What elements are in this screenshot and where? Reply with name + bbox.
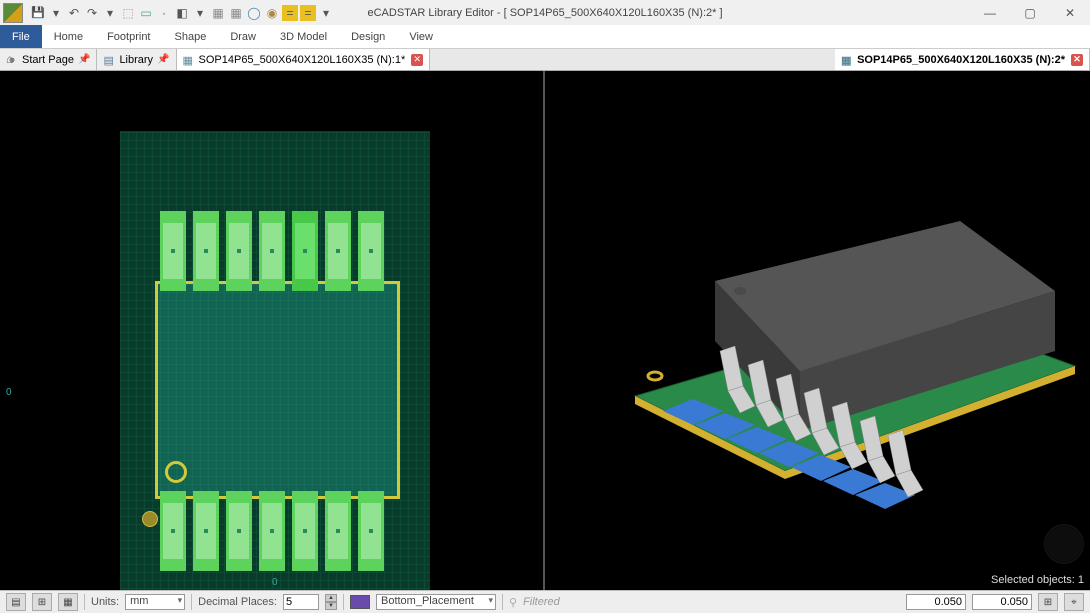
home-icon	[6, 54, 18, 66]
ic-3d-model	[625, 211, 1085, 551]
maximize-button[interactable]: ▢	[1010, 0, 1050, 25]
status-bar: ▤ ⊞ ▦ Units: mm Decimal Places: ▲▼ Botto…	[0, 590, 1090, 613]
decimal-places-label: Decimal Places:	[198, 596, 277, 608]
axis-y-label: 0	[6, 387, 12, 398]
status-btn-snap[interactable]: ⌖	[1064, 593, 1084, 611]
pad[interactable]	[325, 491, 351, 571]
box-tool-icon[interactable]	[138, 5, 154, 21]
menu-view[interactable]: View	[397, 25, 445, 48]
tab-close-icon[interactable]: ✕	[411, 54, 423, 66]
pad[interactable]	[259, 491, 285, 571]
status-btn-grid[interactable]: ⊞	[1038, 593, 1058, 611]
component-outline	[155, 281, 400, 499]
pin1-marker	[165, 461, 187, 483]
doc-icon	[841, 54, 853, 66]
pad[interactable]	[160, 491, 186, 571]
status-btn-1[interactable]: ▤	[6, 593, 26, 611]
coord-x-input[interactable]	[906, 594, 966, 610]
pad[interactable]	[193, 491, 219, 571]
pad[interactable]	[259, 211, 285, 291]
library-icon	[103, 54, 115, 66]
undo-icon[interactable]	[66, 5, 82, 21]
save-icon[interactable]	[30, 5, 46, 21]
doc-icon	[183, 54, 195, 66]
select-tool-icon[interactable]	[120, 5, 136, 21]
menu-shape[interactable]: Shape	[163, 25, 219, 48]
pads-bottom-row	[160, 491, 384, 571]
tab-close-icon[interactable]: ✕	[1071, 54, 1083, 66]
axis-x-label: 0	[272, 577, 278, 588]
view3d-tool-icon[interactable]	[264, 5, 280, 21]
menu-file[interactable]: File	[0, 25, 42, 48]
title-bar: ▾ ▾ ▾ = = ▾ eCADSTAR Library Editor - [ …	[0, 0, 1090, 25]
filtered-label: Filtered	[523, 596, 560, 608]
pad[interactable]	[358, 211, 384, 291]
workspace: 0 0	[0, 71, 1090, 590]
pad[interactable]	[358, 491, 384, 571]
pad[interactable]	[325, 211, 351, 291]
menu-footprint[interactable]: Footprint	[95, 25, 162, 48]
qat-more-icon[interactable]: ▾	[318, 5, 334, 21]
pad[interactable]	[226, 211, 252, 291]
layer2-icon[interactable]: =	[300, 5, 316, 21]
selected-objects-label: Selected objects: 1	[991, 574, 1084, 586]
pads-top-row	[160, 211, 384, 291]
redo-icon[interactable]	[84, 5, 100, 21]
grid-tool-icon[interactable]	[210, 5, 226, 21]
pad[interactable]	[226, 491, 252, 571]
pad[interactable]	[193, 211, 219, 291]
close-button[interactable]: ✕	[1050, 0, 1090, 25]
qat-dropdown-icon[interactable]: ▾	[48, 5, 64, 21]
units-combo[interactable]: mm	[125, 594, 185, 610]
filter-icon[interactable]: ⚲	[509, 596, 517, 609]
pad[interactable]	[160, 211, 186, 291]
qat-sep-icon: ▾	[102, 5, 118, 21]
shape-tool-icon[interactable]	[174, 5, 190, 21]
coord-y-input[interactable]	[972, 594, 1032, 610]
tab-label: SOP14P65_500X640X120L160X35 (N):2*	[857, 54, 1065, 66]
tab-doc2[interactable]: SOP14P65_500X640X120L160X35 (N):2* ✕	[835, 49, 1090, 70]
menu-3dmodel[interactable]: 3D Model	[268, 25, 339, 48]
window-title: eCADSTAR Library Editor - [ SOP14P65_500…	[367, 7, 722, 19]
tab-start-page[interactable]: Start Page 📌	[0, 49, 97, 70]
menu-bar: File Home Footprint Shape Draw 3D Model …	[0, 25, 1090, 49]
decimal-places-spinner[interactable]: ▲▼	[325, 594, 337, 610]
qat-dd2-icon[interactable]: ▾	[192, 5, 208, 21]
menu-draw[interactable]: Draw	[218, 25, 268, 48]
layer-combo[interactable]: Bottom_Placement	[376, 594, 496, 610]
pin-icon[interactable]: 📌	[78, 54, 90, 65]
pad[interactable]	[292, 211, 318, 291]
minimize-button[interactable]: —	[970, 0, 1010, 25]
footprint-2d-view[interactable]: 0 0	[0, 71, 545, 590]
circle-tool-icon[interactable]	[246, 5, 262, 21]
layer-color-icon[interactable]	[350, 595, 370, 609]
grid2-tool-icon[interactable]	[228, 5, 244, 21]
menu-design[interactable]: Design	[339, 25, 397, 48]
doc-tabs: Start Page 📌 Library 📌 SOP14P65_500X640X…	[0, 49, 1090, 71]
tab-label: Library	[119, 54, 153, 66]
origin-marker	[142, 511, 158, 527]
status-btn-2[interactable]: ⊞	[32, 593, 52, 611]
status-btn-3[interactable]: ▦	[58, 593, 78, 611]
menu-home[interactable]: Home	[42, 25, 95, 48]
decimal-places-input[interactable]	[283, 594, 319, 610]
footprint-3d-view[interactable]: Selected objects: 1	[545, 71, 1090, 590]
layer1-icon[interactable]: =	[282, 5, 298, 21]
view-compass-icon[interactable]	[1044, 524, 1084, 564]
units-label: Units:	[91, 596, 119, 608]
tab-label: SOP14P65_500X640X120L160X35 (N):1*	[199, 54, 406, 66]
quick-access-toolbar: ▾ ▾ ▾ = = ▾	[30, 5, 334, 21]
tab-library[interactable]: Library 📌	[97, 49, 176, 70]
point-tool-icon[interactable]	[156, 5, 172, 21]
tab-doc1[interactable]: SOP14P65_500X640X120L160X35 (N):1* ✕	[177, 49, 431, 70]
pad[interactable]	[292, 491, 318, 571]
app-logo-icon	[3, 3, 23, 23]
tab-label: Start Page	[22, 54, 74, 66]
pin-icon[interactable]: 📌	[157, 54, 169, 65]
